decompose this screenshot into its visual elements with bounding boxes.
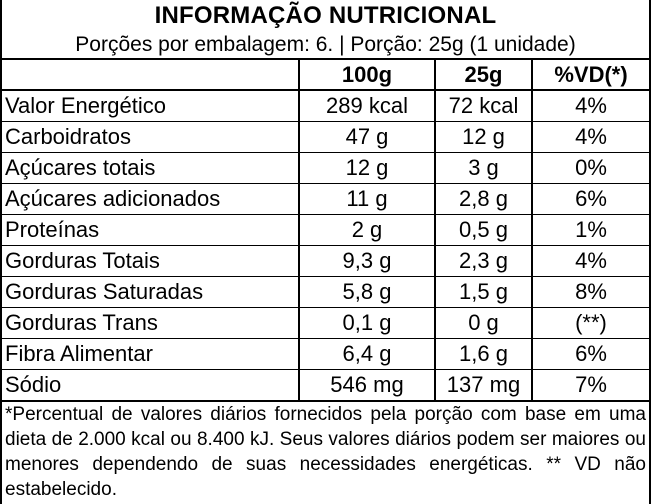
value-vd: 6% (531, 183, 649, 215)
value-per-100g: 546 mg (298, 369, 435, 402)
value-per-100g: 0,1 g (298, 307, 435, 339)
table-row: Fibra Alimentar 6,4 g 1,6 g 6% (2, 338, 649, 370)
footnote: *Percentual de valores diários fornecido… (5, 404, 646, 500)
header-per-100g: 100g (298, 59, 435, 91)
value-per-100g: 2 g (298, 214, 435, 246)
table-row: Açúcares totais 12 g 3 g 0% (2, 152, 649, 184)
value-per-100g: 12 g (298, 152, 435, 184)
nutrient-name: Sódio (2, 369, 299, 402)
value-vd: 8% (531, 276, 649, 308)
value-per-25g: 2,3 g (434, 245, 532, 277)
value-per-100g: 6,4 g (298, 338, 435, 370)
nutrient-name: Fibra Alimentar (2, 338, 299, 370)
nutrient-name: Gorduras Trans (2, 307, 299, 339)
nutrient-name: Carboidratos (2, 121, 299, 153)
value-per-100g: 5,8 g (298, 276, 435, 308)
value-vd: 4% (531, 121, 649, 153)
table-row: Gorduras Saturadas 5,8 g 1,5 g 8% (2, 276, 649, 308)
value-per-25g: 2,8 g (434, 183, 532, 215)
header-vd: %VD(*) (531, 59, 649, 91)
servings-line: Porções por embalagem: 6. | Porção: 25g … (75, 33, 576, 56)
table-row: Gorduras Totais 9,3 g 2,3 g 4% (2, 245, 649, 277)
value-per-100g: 289 kcal (298, 90, 435, 122)
value-per-25g: 137 mg (434, 369, 532, 402)
nutrition-table: 100g 25g %VD(*) Valor Energético 289 kca… (2, 58, 649, 402)
value-per-25g: 0 g (434, 307, 532, 339)
table-row: Carboidratos 47 g 12 g 4% (2, 121, 649, 153)
value-per-25g: 12 g (434, 121, 532, 153)
table-row: Sódio 546 mg 137 mg 7% (2, 369, 649, 402)
value-vd: 7% (531, 369, 649, 402)
nutrient-name: Açúcares adicionados (2, 183, 299, 215)
value-per-100g: 9,3 g (298, 245, 435, 277)
table-row: Proteínas 2 g 0,5 g 1% (2, 214, 649, 246)
value-vd: 6% (531, 338, 649, 370)
value-per-100g: 11 g (298, 183, 435, 215)
label-title: INFORMAÇÃO NUTRICIONAL (154, 2, 497, 29)
value-per-25g: 1,5 g (434, 276, 532, 308)
nutrient-name: Valor Energético (2, 90, 299, 122)
value-per-100g: 47 g (298, 121, 435, 153)
value-vd: 1% (531, 214, 649, 246)
value-vd: 4% (531, 90, 649, 122)
value-vd: 4% (531, 245, 649, 277)
nutrient-name: Açúcares totais (2, 152, 299, 184)
nutrient-name: Gorduras Saturadas (2, 276, 299, 308)
header-per-25g: 25g (434, 59, 532, 91)
table-row: Valor Energético 289 kcal 72 kcal 4% (2, 90, 649, 122)
value-per-25g: 1,6 g (434, 338, 532, 370)
header-nutrient (2, 59, 299, 91)
nutrient-name: Gorduras Totais (2, 245, 299, 277)
table-header-row: 100g 25g %VD(*) (2, 59, 649, 91)
value-per-25g: 3 g (434, 152, 532, 184)
value-vd: (**) (531, 307, 649, 339)
table-row: Açúcares adicionados 11 g 2,8 g 6% (2, 183, 649, 215)
value-vd: 0% (531, 152, 649, 184)
value-per-25g: 0,5 g (434, 214, 532, 246)
table-row: Gorduras Trans 0,1 g 0 g (**) (2, 307, 649, 339)
value-per-25g: 72 kcal (434, 90, 532, 122)
nutrient-name: Proteínas (2, 214, 299, 246)
